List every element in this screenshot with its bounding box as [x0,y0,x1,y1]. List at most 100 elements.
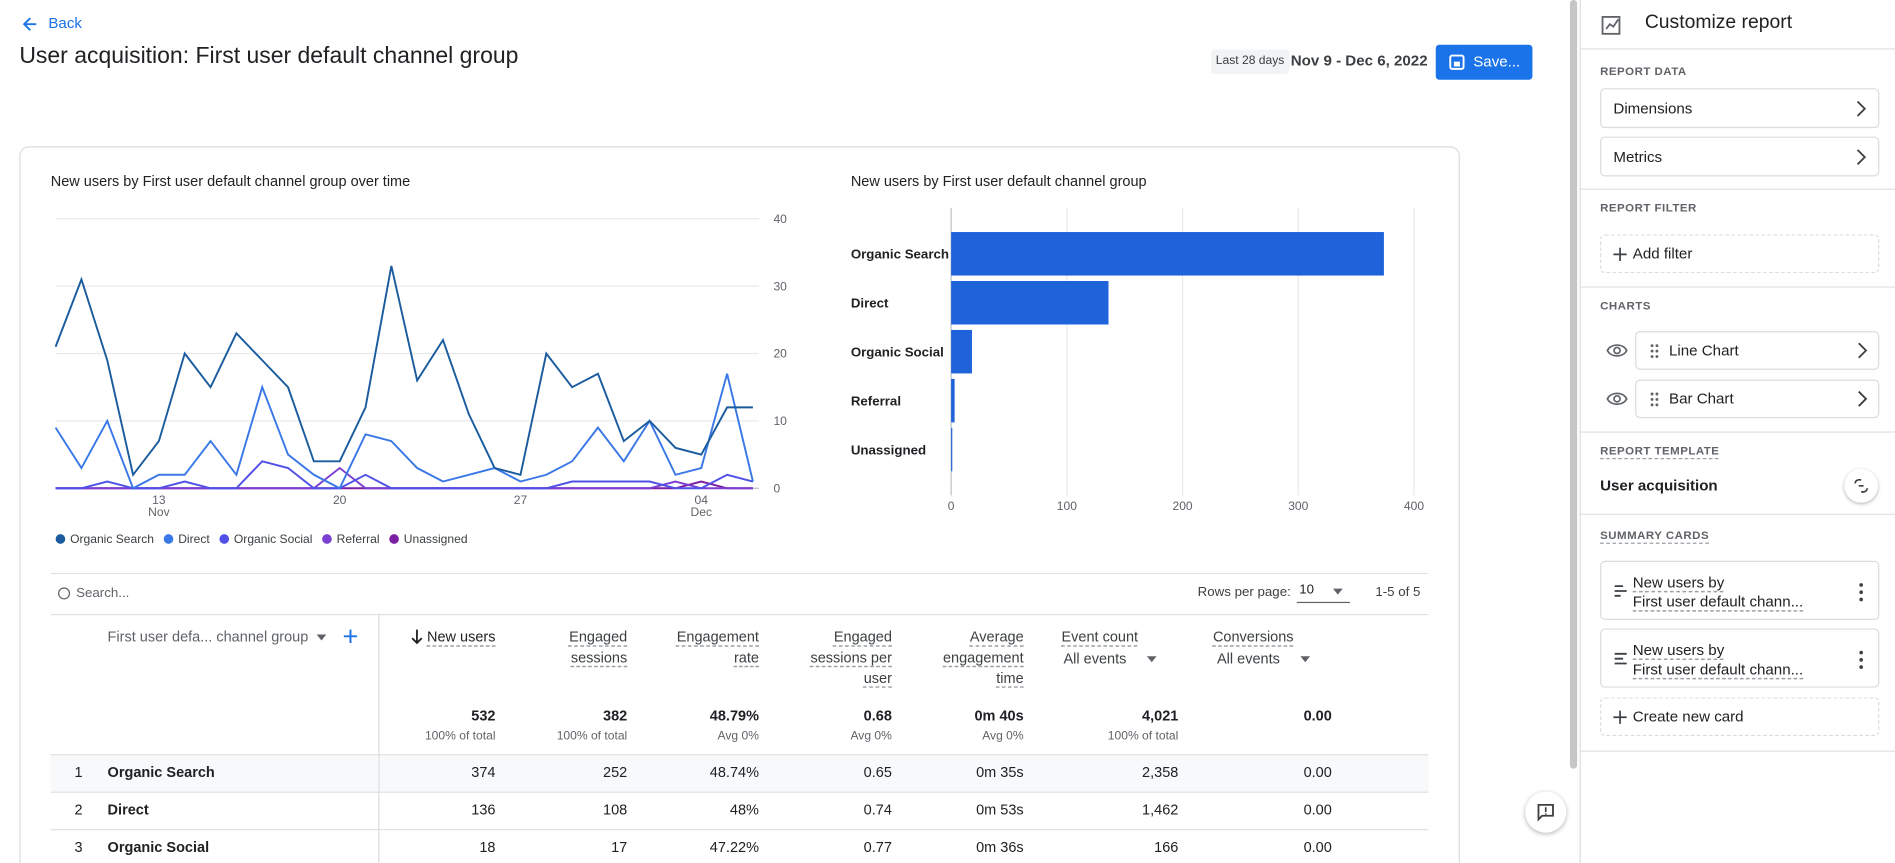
section-label: REPORT DATA [1600,65,1687,79]
total-note: 100% of total [556,729,628,744]
dimensions-button[interactable]: Dimensions [1600,88,1880,129]
divider [1579,513,1895,515]
row-cell: 47.22% [709,838,759,856]
add-filter-button[interactable]: Add filter [1600,234,1880,274]
legend-label: Referral [337,532,380,546]
summary-card[interactable]: New users by First user default chann... [1600,628,1880,688]
row-divider [50,829,1429,831]
add-dimension[interactable] [343,624,358,648]
row-name[interactable]: Direct [107,801,149,819]
column-filter[interactable]: All events [1216,650,1280,668]
section-label: REPORT FILTER [1600,201,1697,216]
total-value: 0.68 [863,707,892,724]
total-note: Avg 0% [717,729,759,744]
button-label: Line Chart [1669,342,1739,359]
chevron [1858,342,1868,359]
x-tick-label: 100 [1057,499,1077,513]
row-rank: 1 [74,763,83,781]
row-divider [50,754,1429,756]
divider [1579,188,1895,190]
x-tick-label: 20 [333,493,347,507]
section-label: CHARTS [1600,299,1651,314]
legend-swatch [322,534,332,544]
date-chip[interactable]: Last 28 days [1210,49,1290,74]
divider [1579,750,1895,752]
row-cell: 0.00 [1303,763,1332,781]
summary-card[interactable]: New users by First user default chann... [1600,560,1880,620]
feedback-button[interactable] [1525,791,1567,833]
y-tick-label: Direct [851,296,889,311]
select-caret [1333,588,1343,600]
series-line [54,265,753,478]
back-icon [22,17,37,31]
row-cell: 17 [611,838,628,856]
row-name[interactable]: Organic Search [107,763,215,781]
date-range[interactable]: Nov 9 - Dec 6, 2022 [1290,51,1428,69]
column-header[interactable]: Engagement rate [676,628,759,666]
x-tick-label: 13 [152,493,166,507]
y-tick-label: Organic Search [851,247,949,262]
row-cell: 108 [603,801,628,819]
search-icon [58,587,71,600]
metrics-button[interactable]: Metrics [1600,136,1880,177]
button-label: Dimensions [1613,100,1693,118]
legend-swatch [163,534,174,544]
save-button[interactable]: Save... [1435,44,1533,80]
column-header[interactable]: Engaged sessions per user [810,628,892,687]
divider [1579,48,1895,50]
header-caret[interactable] [316,634,327,645]
column-header[interactable]: Engaged sessions [569,628,628,666]
create-card-button[interactable]: Create new card [1600,697,1880,737]
more-icon[interactable] [1858,650,1865,669]
pagination: 1-5 of 5 [1375,584,1421,600]
bar-chart-button[interactable]: Bar Chart [1635,379,1880,419]
y-tick-label: Unassigned [851,442,926,457]
y-tick-label: 10 [773,414,787,428]
total-value: 382 [603,707,628,724]
row-cell: 0m 53s [976,801,1024,819]
row-cell: 0.74 [863,801,892,819]
dimension-header[interactable]: First user defa... channel group [107,628,309,646]
column-header[interactable]: Total r [1373,627,1429,648]
y-tick-label: 20 [773,347,787,361]
y-tick-label: 0 [773,481,780,495]
line-chart-button[interactable]: Line Chart [1635,331,1880,370]
card-line: First user default chann... [1632,593,1804,611]
column-header[interactable]: Average engagement time [942,628,1024,687]
unlink-button[interactable] [1844,469,1878,503]
card-line: First user default chann... [1632,661,1804,678]
filter-caret[interactable] [1300,656,1311,667]
more-icon[interactable] [1858,583,1865,602]
x-month-label: Dec [691,505,712,519]
eye-icon[interactable] [1606,390,1628,407]
page-title: User acquisition: First user default cha… [19,43,519,69]
save-icon [1449,54,1465,70]
bar [951,329,972,374]
chevron [1856,100,1867,117]
chevron [1856,149,1867,166]
divider [1579,431,1895,433]
row-cell: 0.00 [1303,838,1332,856]
total-value: € [1366,707,1429,724]
column-header[interactable]: New users [426,628,496,646]
y-tick-label: Referral [851,393,901,408]
button-label: Add filter [1632,245,1693,263]
row-cell: 166 [1154,838,1179,856]
search-input[interactable]: Search... [76,586,130,601]
row-name[interactable]: Organic Social [107,838,210,856]
total-value: 532 [471,707,496,724]
eye-icon[interactable] [1606,342,1628,359]
rows-per-page-select[interactable]: 10 [1296,583,1350,604]
scrollbar[interactable] [1569,0,1578,769]
bar-chart-title: New users by First user default channel … [851,174,1147,190]
back-link[interactable]: Back [48,14,82,32]
series-line [55,466,753,490]
x-tick-label: 27 [514,493,528,507]
filter-caret[interactable] [1146,656,1157,667]
row-cell: 48% [729,801,759,819]
column-divider [378,613,380,863]
column-header[interactable]: Event count [1061,628,1139,646]
column-filter[interactable]: All events [1063,650,1127,668]
column-header[interactable]: Conversions [1212,628,1294,646]
